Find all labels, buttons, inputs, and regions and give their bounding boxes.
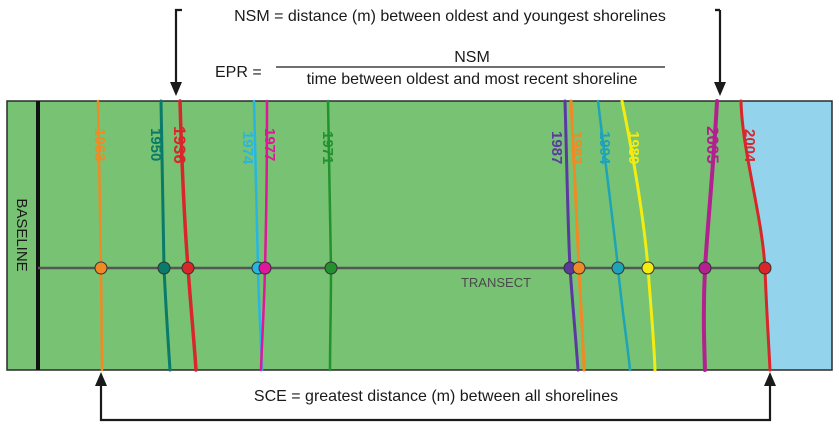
year-label-1987: 1987 bbox=[548, 131, 565, 164]
baseline-label: BASELINE bbox=[13, 198, 30, 271]
intersection-1936 bbox=[181, 261, 195, 275]
year-label-1936: 1936 bbox=[170, 126, 189, 164]
intersection-1994 bbox=[611, 261, 625, 275]
diagram-panel: BASELINE bbox=[6, 100, 833, 371]
year-label-1983: 1983 bbox=[568, 131, 585, 164]
sce-bracket-arrow bbox=[99, 385, 772, 422]
water-area bbox=[741, 101, 832, 370]
sce-arrowheads bbox=[95, 372, 776, 386]
intersection-1971 bbox=[324, 261, 338, 275]
year-label-1989: 1989 bbox=[625, 131, 642, 164]
intersection-1950 bbox=[157, 261, 171, 275]
year-label-1974: 1974 bbox=[239, 131, 256, 165]
intersection-1963 bbox=[94, 261, 108, 275]
year-label-1971: 1971 bbox=[319, 131, 336, 164]
intersection-2005 bbox=[698, 261, 712, 275]
year-label-1950: 1950 bbox=[147, 128, 164, 161]
panel-frame bbox=[6, 100, 833, 371]
year-label-1963: 1963 bbox=[91, 128, 108, 161]
intersection-1977 bbox=[258, 261, 272, 275]
year-label-2005: 2005 bbox=[703, 126, 722, 164]
year-label-1994: 1994 bbox=[596, 131, 613, 165]
nsm-arrowheads bbox=[170, 82, 726, 96]
intersection-1989 bbox=[641, 261, 655, 275]
epr-label: EPR = bbox=[215, 64, 262, 81]
nsm-definition: NSM = distance (m) between oldest and yo… bbox=[234, 8, 666, 25]
transect-intersections bbox=[94, 261, 772, 275]
intersection-1983 bbox=[572, 261, 586, 275]
intersection-2004 bbox=[758, 261, 772, 275]
land-area bbox=[7, 101, 832, 370]
epr-denominator: time between oldest and most recent shor… bbox=[307, 71, 638, 88]
year-labels: 1963 1950 1936 1974 1977 1971 1987 1983 … bbox=[91, 126, 758, 165]
sce-definition: SCE = greatest distance (m) between all … bbox=[254, 388, 618, 405]
year-label-1977: 1977 bbox=[261, 128, 278, 161]
epr-numerator: NSM bbox=[454, 49, 490, 66]
transect-label: TRANSECT bbox=[461, 275, 531, 290]
nsm-bracket-arrow bbox=[174, 8, 722, 84]
year-label-2004: 2004 bbox=[741, 129, 758, 163]
